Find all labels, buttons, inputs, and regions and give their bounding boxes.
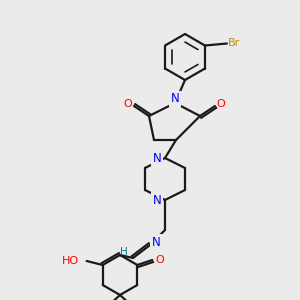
Text: O: O <box>155 255 164 265</box>
Text: N: N <box>152 236 160 248</box>
Text: N: N <box>153 194 161 206</box>
Text: H: H <box>120 247 128 257</box>
Text: HO: HO <box>61 256 79 266</box>
Text: O: O <box>124 99 132 109</box>
Text: Br: Br <box>228 38 240 49</box>
Text: N: N <box>171 92 179 106</box>
Text: N: N <box>153 152 161 164</box>
Text: O: O <box>217 99 225 109</box>
